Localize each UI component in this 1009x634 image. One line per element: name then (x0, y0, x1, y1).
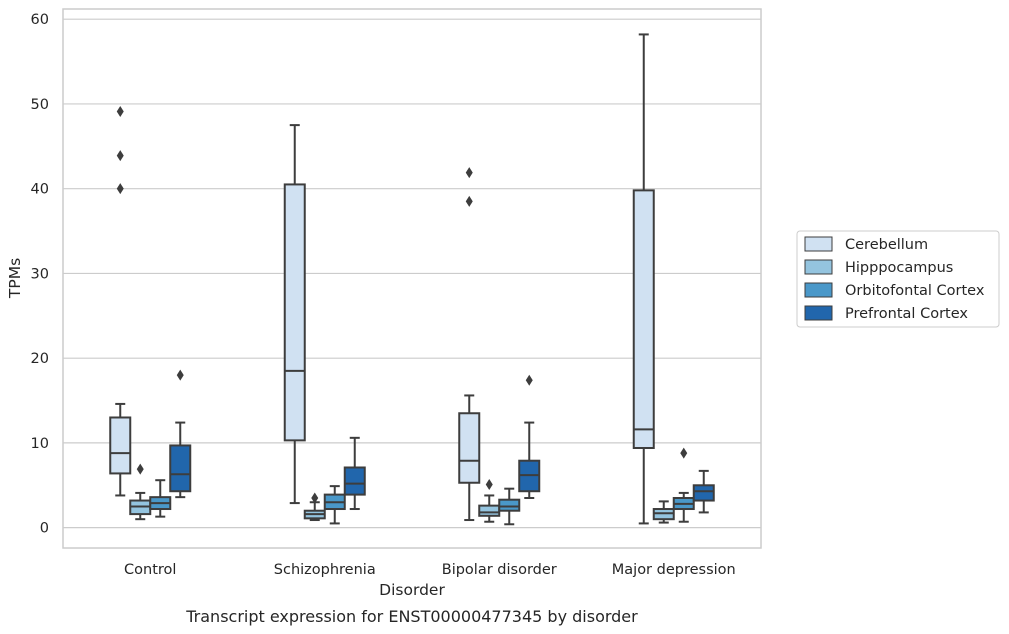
legend: Cerebellum Hipppocampus Orbitofontal Corte… (796, 230, 1000, 328)
x-axis-ticks: Control Schizophrenia Bipolar disorder Majo… (124, 562, 736, 578)
y-tick-label: 60 (31, 12, 49, 28)
outlier-point (485, 478, 493, 490)
legend-label: Cerebellum (845, 237, 928, 253)
x-tick-label: Major depression (612, 562, 736, 578)
legend-label: Prefrontal Cortex (845, 306, 968, 322)
box-group (672, 447, 695, 523)
box-group (303, 492, 326, 522)
y-axis-title: TPMs (6, 258, 24, 299)
legend-swatch (804, 259, 833, 275)
legend-label: Hipppocampus (845, 260, 953, 276)
box-iqr (109, 416, 132, 475)
box-iqr (498, 498, 521, 512)
box-group (109, 106, 132, 497)
x-tick-label: Control (124, 562, 176, 578)
outlier-point (680, 447, 688, 459)
outlier-point (116, 183, 124, 195)
chart-caption: Transcript expression for ENST0000047734… (185, 607, 638, 626)
box-group (692, 469, 715, 514)
box-group (632, 33, 655, 525)
box-group (652, 500, 675, 524)
outlier-point (465, 167, 473, 179)
x-tick-label: Bipolar disorder (442, 562, 557, 578)
box-iqr (283, 183, 306, 442)
outlier-point (176, 369, 184, 381)
box-iqr (458, 412, 481, 484)
x-tick-label: Schizophrenia (274, 562, 376, 578)
outlier-point (136, 463, 144, 475)
y-tick-label: 50 (31, 97, 49, 113)
outlier-point (465, 195, 473, 207)
y-tick-label: 10 (31, 436, 49, 452)
box-group (498, 487, 521, 526)
gridlines (63, 18, 761, 529)
box-group (458, 167, 481, 522)
box-iqr (632, 189, 655, 449)
y-tick-label: 20 (31, 351, 49, 367)
box-group (343, 436, 366, 511)
legend-swatch (804, 305, 833, 321)
outlier-point (311, 492, 319, 504)
legend-label: Orbitofontal Cortex (845, 283, 985, 299)
box-group (169, 369, 192, 499)
box-group (323, 485, 346, 525)
y-tick-label: 0 (40, 521, 49, 537)
y-axis-ticks: 0 10 20 30 40 50 60 (31, 12, 49, 536)
outlier-point (116, 106, 124, 118)
box-iqr (478, 504, 501, 517)
plot-area-frame (62, 8, 762, 549)
box-group (149, 479, 172, 518)
legend-swatch (804, 282, 833, 298)
box-iqr (169, 444, 192, 493)
box-group (518, 374, 541, 499)
legend-swatch (804, 236, 833, 252)
outlier-point (525, 374, 533, 386)
legend-frame (796, 230, 1000, 328)
box-group (283, 124, 306, 505)
y-tick-label: 40 (31, 182, 49, 198)
y-tick-label: 30 (31, 266, 49, 282)
box-group (478, 478, 501, 523)
box-iqr (692, 484, 715, 502)
x-axis-title: Disorder (379, 581, 445, 599)
box-group (129, 463, 152, 521)
legend-items: Cerebellum Hipppocampus Orbitofontal Corte… (804, 236, 985, 322)
boxes (109, 33, 715, 526)
outlier-point (116, 150, 124, 162)
box-iqr (343, 466, 366, 496)
